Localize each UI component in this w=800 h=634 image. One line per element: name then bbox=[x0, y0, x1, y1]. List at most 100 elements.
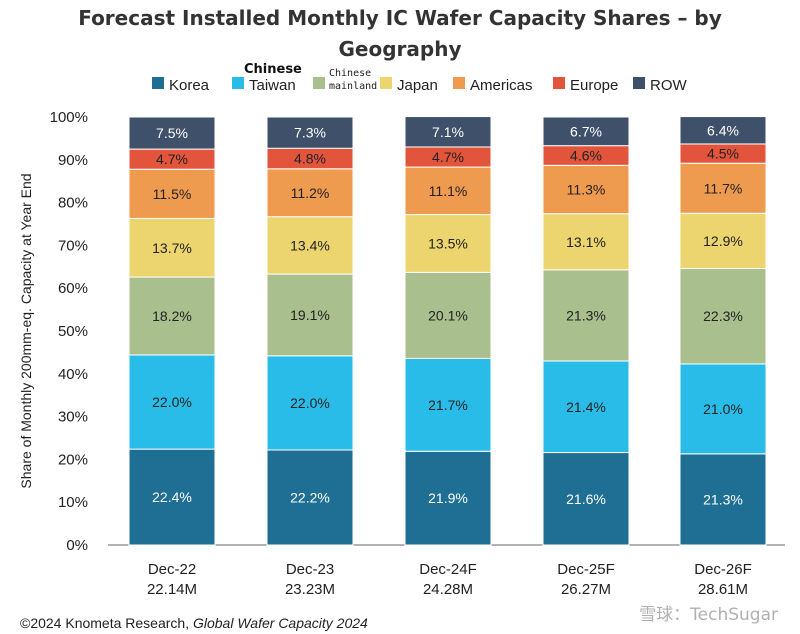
source-prefix: ©2024 Knometa Research, bbox=[20, 615, 193, 631]
bar-segment-chinese-mainland bbox=[679, 268, 767, 365]
y-tick-label: 60% bbox=[58, 280, 88, 297]
legend-swatch-row bbox=[633, 77, 645, 89]
data-label-americas: 11.2% bbox=[291, 185, 330, 201]
data-label-chinese-mainland: 22.3% bbox=[703, 308, 743, 324]
data-label-row: 6.7% bbox=[570, 123, 602, 139]
data-label-europe: 4.7% bbox=[156, 151, 188, 167]
y-tick-label: 70% bbox=[58, 237, 88, 254]
x-category-total: 24.28M bbox=[423, 581, 473, 598]
legend-swatch-japan bbox=[380, 77, 392, 89]
x-category-label: Dec-23 bbox=[286, 561, 334, 578]
data-label-americas: 11.5% bbox=[153, 186, 192, 202]
bar-stack-dec-23: 22.2% 22.0% 19.1% 13.4% 11.2% 4.8% 7.3% bbox=[266, 116, 354, 546]
x-category-label: Dec-26F bbox=[694, 561, 752, 578]
bar-stack-dec-24f: 21.9% 21.7% 20.1% 13.5% 11.1% 4.7% 7.1% bbox=[404, 116, 492, 546]
data-label-chinese-mainland: 19.1% bbox=[290, 307, 330, 323]
y-axis: 0% 10% 20% 30% 40% 50% 60% 70% 80% 90% 100% Share o… bbox=[18, 109, 785, 554]
data-label-americas: 11.3% bbox=[567, 182, 606, 198]
data-label-korea: 21.9% bbox=[428, 490, 468, 506]
bar-segment-chinese-mainland bbox=[266, 273, 354, 357]
bar-segment-chinese-mainland bbox=[404, 271, 492, 359]
data-label-row: 7.1% bbox=[432, 124, 464, 140]
legend-label-europe: Europe bbox=[570, 77, 618, 94]
bars: 22.4%22.0%18.2%13.7%11.5%4.7%7.5%22.2%22… bbox=[128, 116, 767, 546]
data-label-taiwan: 21.0% bbox=[703, 401, 743, 417]
x-category-total: 22.14M bbox=[147, 581, 197, 598]
legend-label-taiwan: Taiwan bbox=[249, 77, 296, 94]
bar-segment-taiwan bbox=[404, 357, 492, 452]
data-label-korea: 21.6% bbox=[566, 491, 606, 507]
y-tick-label: 50% bbox=[58, 323, 88, 340]
data-label-korea: 22.4% bbox=[152, 489, 192, 505]
bar-segment-chinese-mainland bbox=[542, 269, 630, 362]
data-label-japan: 13.1% bbox=[566, 234, 606, 250]
bar-segment-japan bbox=[542, 213, 630, 271]
bar-segment-japan bbox=[404, 214, 492, 273]
bar-segment-taiwan bbox=[679, 363, 767, 455]
data-label-row: 7.3% bbox=[294, 125, 326, 141]
data-label-taiwan: 22.0% bbox=[290, 395, 330, 411]
data-label-chinese-mainland: 20.1% bbox=[428, 307, 468, 323]
bar-segment-korea bbox=[128, 448, 216, 546]
bar-segment-korea bbox=[266, 449, 354, 546]
chart-title-line-2: Geography bbox=[339, 37, 462, 61]
data-label-americas: 11.1% bbox=[429, 183, 468, 199]
legend-swatch-chinese-mainland bbox=[313, 77, 325, 89]
bar-segment-americas bbox=[128, 168, 216, 219]
data-label-taiwan: 22.0% bbox=[152, 394, 192, 410]
footer: ©2024 Knometa Research, Global Wafer Cap… bbox=[20, 605, 778, 631]
x-category-label: Dec-22 bbox=[148, 561, 196, 578]
chart-title: Forecast Installed Monthly IC Wafer Capa… bbox=[78, 6, 722, 61]
x-category-label: Dec-24F bbox=[419, 561, 477, 578]
legend-overlay-label: Chinese bbox=[244, 62, 302, 77]
bar-segment-row bbox=[404, 116, 492, 148]
bar-segment-japan bbox=[266, 216, 354, 275]
bar-stack-dec-25f: 21.6% 21.4% 21.3% 13.1% 11.3% 4.6% 6.7% bbox=[542, 116, 630, 546]
bar-segment-row bbox=[542, 116, 630, 147]
data-label-japan: 13.7% bbox=[152, 240, 192, 256]
legend-label-americas: Americas bbox=[470, 77, 533, 94]
y-tick-label: 80% bbox=[58, 195, 88, 212]
x-category-label: Dec-25F bbox=[557, 561, 615, 578]
x-category-total: 26.27M bbox=[561, 581, 611, 598]
data-label-europe: 4.5% bbox=[707, 146, 739, 162]
data-label-taiwan: 21.7% bbox=[428, 397, 468, 413]
y-tick-label: 100% bbox=[50, 109, 88, 126]
data-label-europe: 4.8% bbox=[294, 151, 326, 167]
bar-stack-dec-22: 22.4% 22.0% 18.2% 13.7% 11.5% 4.7% 7.5% bbox=[128, 116, 216, 546]
source-note: ©2024 Knometa Research, Global Wafer Cap… bbox=[20, 615, 368, 631]
data-label-row: 7.5% bbox=[156, 125, 188, 141]
y-tick-label: 10% bbox=[58, 494, 88, 511]
bar-segment-taiwan bbox=[266, 355, 354, 451]
data-label-japan: 12.9% bbox=[703, 233, 743, 249]
legend-swatch-americas bbox=[453, 77, 465, 89]
bar-segment-row bbox=[679, 116, 767, 145]
legend-label-japan: Japan bbox=[397, 77, 438, 94]
legend-swatch-europe bbox=[553, 77, 565, 89]
legend-label-chinese-mainland-line-1: Chinese bbox=[329, 68, 371, 79]
data-label-chinese-mainland: 18.2% bbox=[152, 308, 192, 324]
data-label-chinese-mainland: 21.3% bbox=[566, 307, 606, 323]
bar-stack-dec-26f: 21.3% 21.0% 22.3% 12.9% 11.7% 4.5% 6.4% bbox=[679, 116, 767, 546]
bar-segment-japan bbox=[679, 212, 767, 270]
source-title: Global Wafer Capacity 2024 bbox=[193, 615, 368, 631]
data-label-korea: 21.3% bbox=[703, 491, 743, 507]
y-tick-label: 40% bbox=[58, 366, 88, 383]
bar-segment-taiwan bbox=[128, 354, 216, 450]
legend-swatch-taiwan bbox=[232, 77, 244, 89]
data-label-japan: 13.5% bbox=[428, 235, 468, 251]
bar-segment-korea bbox=[404, 450, 492, 546]
y-tick-label: 20% bbox=[58, 451, 88, 468]
data-label-japan: 13.4% bbox=[290, 237, 330, 253]
y-tick-label: 0% bbox=[66, 537, 88, 554]
data-label-row: 6.4% bbox=[707, 122, 739, 138]
data-label-taiwan: 21.4% bbox=[566, 399, 606, 415]
legend-swatch-korea bbox=[152, 77, 164, 89]
data-label-americas: 11.7% bbox=[704, 180, 743, 196]
bar-segment-taiwan bbox=[542, 360, 630, 454]
bar-segment-row bbox=[128, 116, 216, 150]
legend-label-chinese-mainland-line-2: mainland bbox=[329, 81, 377, 92]
bar-segment-korea bbox=[542, 452, 630, 546]
